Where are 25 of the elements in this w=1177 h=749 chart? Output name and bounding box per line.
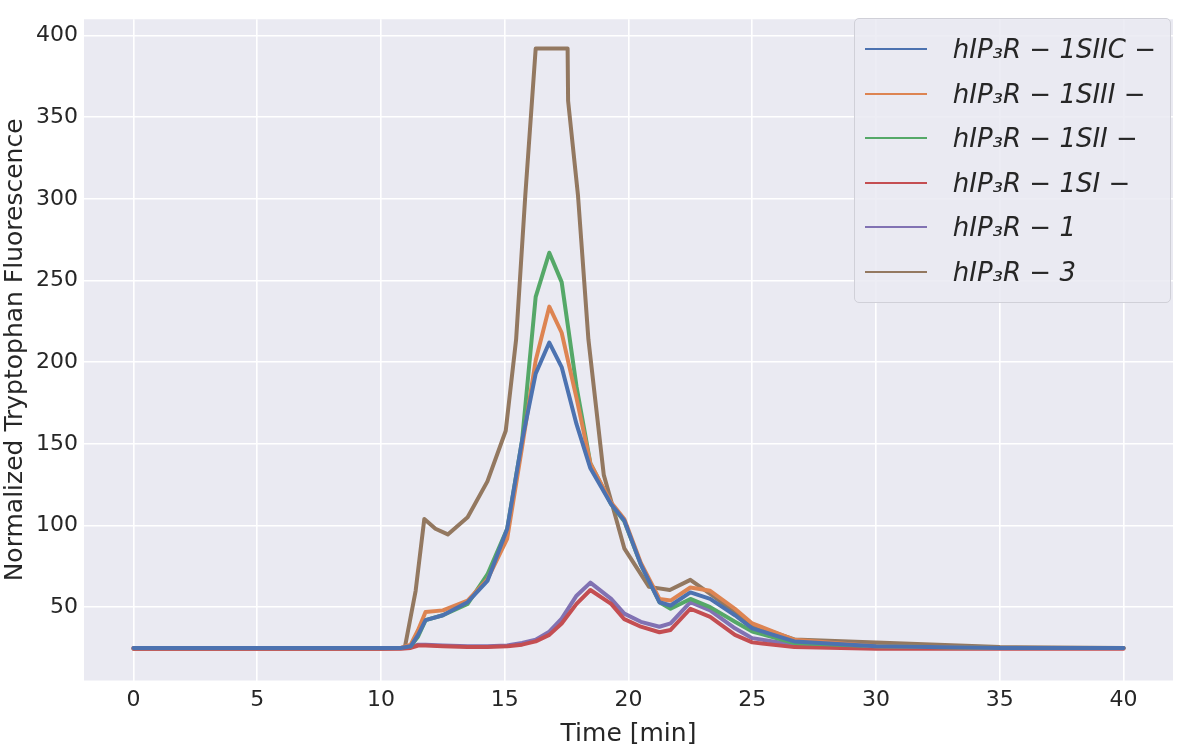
x-tick-label: 35 <box>985 685 1014 711</box>
x-tick-label: 0 <box>126 685 141 711</box>
x-tick-label: 30 <box>862 685 890 711</box>
y-tick-label: 100 <box>35 511 78 537</box>
x-tick-label: 5 <box>250 685 265 711</box>
y-axis-title: Normalized Tryptophan Fluorescence <box>0 118 28 582</box>
x-tick-label: 10 <box>366 685 395 711</box>
legend-label: hIP₃R − 1SIIC − <box>952 34 1156 65</box>
x-tick-label: 15 <box>490 685 519 711</box>
y-tick-label: 200 <box>35 347 78 373</box>
x-axis-title: Time [min] <box>559 717 697 747</box>
y-tick-label: 250 <box>35 266 78 292</box>
legend-label: hIP₃R − 1SII − <box>952 123 1138 154</box>
y-tick-label: 150 <box>35 429 78 455</box>
legend-label: hIP₃R − 1SIII − <box>952 78 1146 109</box>
y-tick-label: 300 <box>35 184 78 210</box>
legend-label: hIP₃R − 3 <box>952 256 1076 287</box>
y-tick-label: 50 <box>49 592 78 618</box>
x-tick-label: 25 <box>738 685 767 711</box>
legend-label: hIP₃R − 1SI − <box>952 167 1131 198</box>
y-tick-label: 350 <box>35 102 78 128</box>
y-tick-label: 400 <box>35 21 78 47</box>
legend-label: hIP₃R − 1 <box>952 212 1076 243</box>
x-tick-label: 20 <box>614 685 643 711</box>
x-tick-label: 40 <box>1109 685 1138 711</box>
